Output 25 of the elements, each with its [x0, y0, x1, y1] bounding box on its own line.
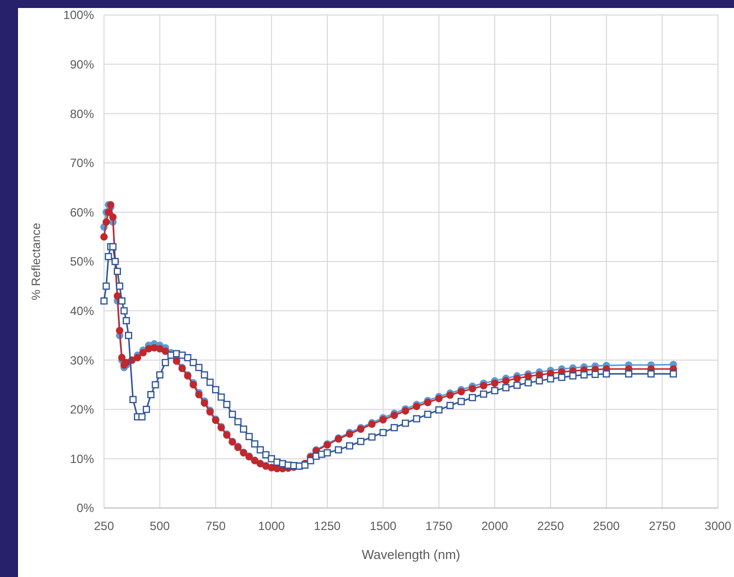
- x-tick-label: 1500: [370, 519, 397, 533]
- y-axis-title: % Reflectance: [29, 222, 43, 300]
- x-tick-label: 750: [206, 519, 226, 533]
- y-tick-label: 100%: [63, 8, 94, 22]
- x-tick-label: 2250: [537, 519, 564, 533]
- y-tick-label: 40%: [70, 304, 94, 318]
- y-tick-label: 60%: [70, 205, 94, 220]
- y-tick-label: 80%: [70, 106, 94, 121]
- y-tick-label: 90%: [70, 58, 94, 72]
- x-tick-label: 3000: [704, 519, 732, 533]
- x-tick-label: 1250: [314, 519, 341, 533]
- y-tick-label: 10%: [70, 452, 94, 466]
- y-tick-label: 70%: [70, 156, 94, 170]
- x-tick-label: 1000: [258, 519, 286, 533]
- x-tick-label: 500: [150, 519, 170, 533]
- y-tick-label: 50%: [70, 254, 94, 269]
- x-tick-label: 250: [94, 519, 114, 533]
- x-tick-label: 2000: [481, 519, 508, 533]
- y-tick-label: 20%: [70, 402, 94, 417]
- x-axis-title: Wavelength (nm): [362, 547, 460, 562]
- x-tick-label: 1750: [426, 519, 453, 533]
- y-tick-label: 30%: [70, 353, 94, 368]
- x-tick-label: 2750: [648, 519, 676, 533]
- x-tick-label: 2500: [593, 519, 620, 533]
- y-tick-label: 0%: [76, 501, 94, 516]
